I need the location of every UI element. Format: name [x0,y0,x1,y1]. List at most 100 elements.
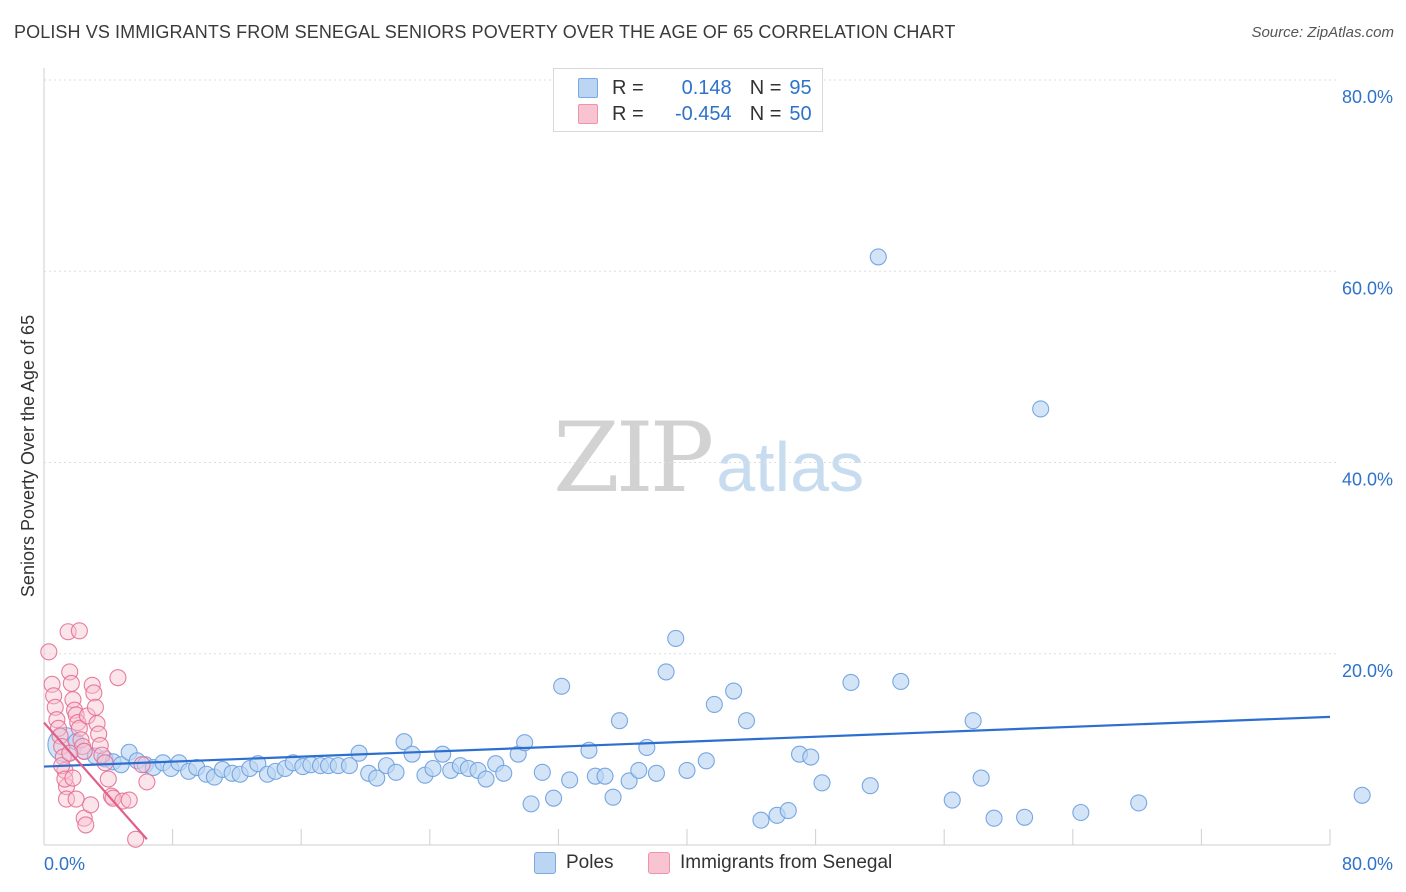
n-label: N = [749,76,782,99]
chart-title: POLISH VS IMMIGRANTS FROM SENEGAL SENIOR… [14,22,956,42]
legend-poles-swatch [534,852,556,874]
poles-point [1072,803,1090,822]
poles-point [869,248,887,266]
y-tick-label: 40.0% [1342,470,1393,490]
n-label: N = [749,102,782,125]
senegal-point [48,711,66,729]
poles-point [667,629,685,648]
axis-labels: 20.0% 40.0% 60.0% 80.0% 0.0% 80.0% Seniors Pov… [18,87,1393,874]
senegal-point [96,754,114,772]
senegal-point [57,790,76,808]
senegal-point [120,791,138,809]
senegal-point [85,684,103,702]
y-tick-label: 20.0% [1342,661,1393,681]
senegal-point [70,622,88,640]
legend-senegal-swatch [648,852,670,874]
poles-r-value: 0.148 [681,76,732,99]
poles-point [678,761,696,779]
poles-point [516,734,534,752]
poles-point [697,752,715,770]
poles-point [610,712,629,730]
poles-point [495,764,513,782]
poles-point [522,795,540,813]
senegal-point [138,773,156,791]
poles-point [725,682,743,700]
poles-point [802,748,820,766]
senegal-point [64,769,82,787]
poles-point [403,745,421,763]
y-axis-label: Seniors Poverty Over the Age of 65 [18,315,38,597]
poles-trend-line [43,715,1331,768]
poles-point [985,809,1003,827]
poles-point [561,771,579,789]
poles-point [892,672,910,691]
poles-point [638,738,656,757]
senegal-point [51,727,69,745]
poles-point [249,755,267,773]
senegal-point [109,669,127,687]
poles-point [972,769,990,787]
senegal-point [88,715,106,733]
poles-point [705,695,723,713]
poles-point [964,712,982,730]
poles-point [1032,400,1050,418]
senegal-point [114,792,132,810]
senegal-trend-line [43,721,148,840]
senegal-point [99,770,117,788]
poles-point [477,770,495,788]
watermark-atlas: atlas [716,428,865,506]
poles-point [533,763,551,781]
senegal-point [69,714,87,732]
trend-lines [43,715,1331,840]
r-label: R = [612,76,644,99]
poles-point [1130,794,1148,812]
legend-senegal-label: Immigrants from Senegal [680,852,893,873]
poles-point [779,802,797,820]
grid-lines [44,79,1338,655]
senegal-point [133,756,151,774]
legend-poles-label: Poles [566,852,614,873]
poles-point [545,789,563,807]
poles-point [553,677,571,695]
poles-point [620,772,638,790]
poles-point [752,811,770,829]
senegal-point [127,830,145,848]
poles-point [943,791,961,809]
poles-point [737,712,756,730]
r-label: R = [612,102,644,125]
legend-item-senegal: Immigrants from Senegal [648,852,892,874]
senegal-point [40,643,58,661]
poles-point [647,764,666,782]
poles-point [596,767,614,785]
poles-point [842,673,860,691]
legend-item-poles: Poles [534,852,614,874]
senegal-point [67,790,85,808]
poles-point [1353,786,1371,804]
senegal-point [77,816,95,834]
poles-point [368,769,386,787]
poles-point [395,733,413,751]
poles-swatch [578,78,598,98]
poles-n-value: 95 [789,76,812,99]
x-tick-label-min: 0.0% [44,854,85,874]
senegal-point [82,796,100,814]
series-senegal [40,622,156,848]
poles-point [657,663,675,681]
poles-point [813,774,831,792]
poles-point [630,761,648,779]
poles-point [861,777,879,795]
poles-point [424,759,442,778]
senegal-n-value: 50 [789,102,812,125]
y-tick-label: 60.0% [1342,278,1393,298]
watermark: ZIPatlas [553,402,864,514]
senegal-swatch [578,104,598,124]
senegal-point [75,742,93,760]
senegal-point [62,674,80,692]
poles-point [387,763,405,781]
axes [43,68,1330,846]
senegal-point [86,698,104,716]
source-credit: Source: ZipAtlas.com [1251,24,1394,41]
y-tick-label: 80.0% [1342,87,1393,107]
senegal-point [46,698,64,716]
senegal-r-value: -0.454 [674,102,732,125]
